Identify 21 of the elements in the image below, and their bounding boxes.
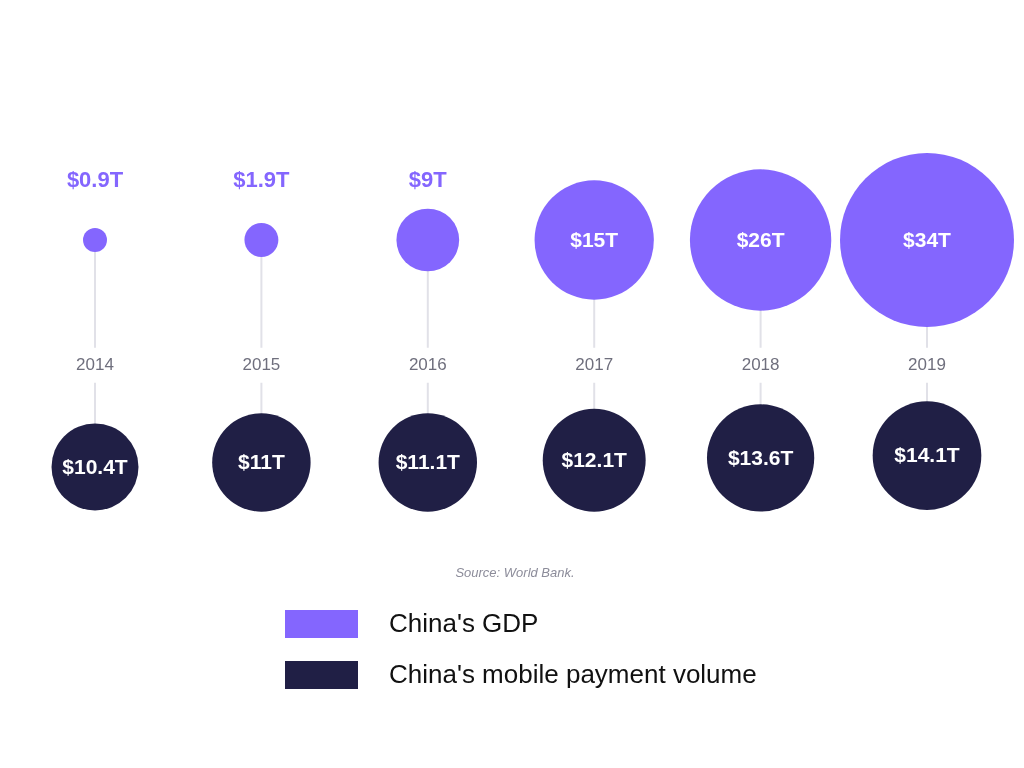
annotation: $14.1T bbox=[894, 443, 960, 467]
source-note: Source: World Bank. bbox=[455, 564, 575, 580]
annotation: $15T bbox=[570, 227, 619, 251]
annotation: $10.4T bbox=[62, 454, 128, 478]
x-tick-label: 2018 bbox=[741, 354, 780, 374]
annotation: $26T bbox=[736, 227, 785, 251]
annotation: $11.1T bbox=[395, 450, 461, 474]
annotation: $11T bbox=[238, 450, 285, 474]
legend-label: China's GDP bbox=[389, 608, 539, 639]
annotation: $13.6T bbox=[727, 445, 794, 469]
x-tick-label: 2016 bbox=[408, 354, 447, 374]
annotation: $9T bbox=[408, 167, 448, 193]
annotation: $0.9T bbox=[66, 167, 124, 193]
x-tick-label: 2017 bbox=[575, 354, 614, 374]
x-tick-label: 2014 bbox=[76, 354, 114, 374]
x-tick-label: 2015 bbox=[242, 354, 281, 374]
annotation: $34T bbox=[903, 227, 952, 251]
x-tick-label: 2019 bbox=[908, 354, 946, 374]
legend-label: China's mobile payment volume bbox=[389, 659, 757, 690]
annotation: $1.9T bbox=[233, 167, 291, 193]
annotation: $12.1T bbox=[561, 447, 628, 471]
